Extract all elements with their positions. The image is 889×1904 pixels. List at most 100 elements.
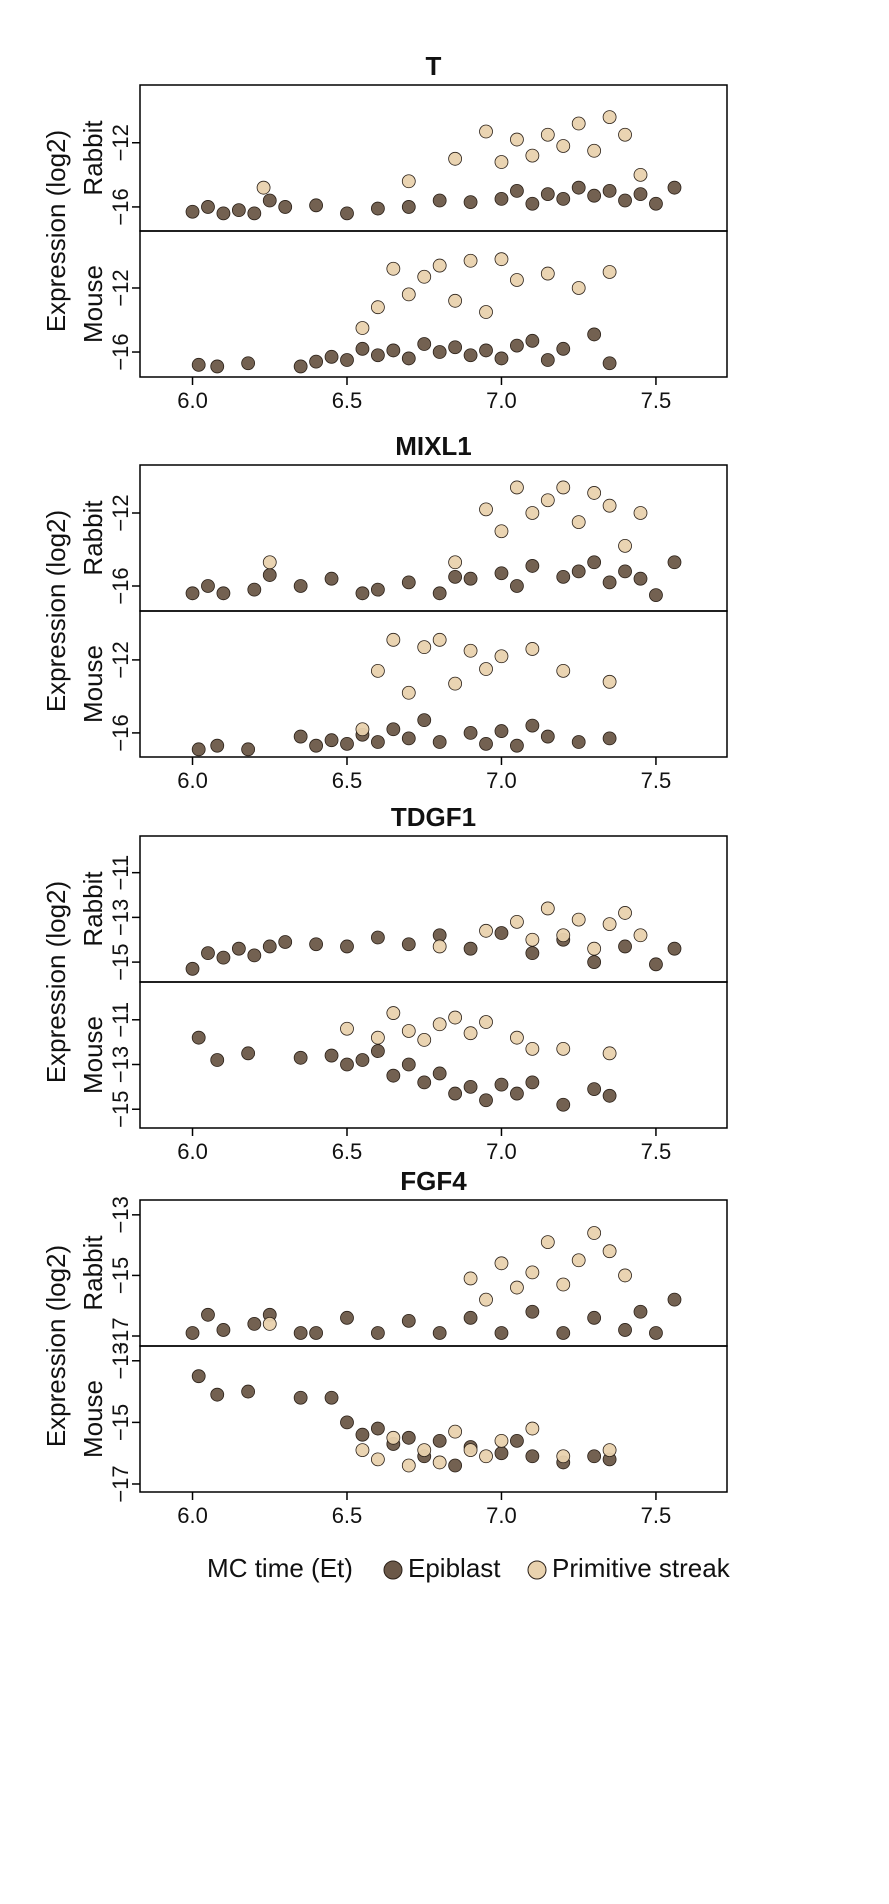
point (618, 127, 632, 142)
x-tick-label: 6.5 (332, 768, 363, 793)
point (463, 571, 478, 586)
point (494, 1077, 509, 1092)
point (401, 174, 416, 189)
point (293, 1326, 308, 1340)
point (633, 928, 648, 943)
point (293, 729, 308, 744)
point (370, 1030, 385, 1045)
point (247, 206, 262, 221)
point (510, 1030, 524, 1045)
point (667, 555, 682, 570)
y-tick-label: −13 (108, 1196, 133, 1233)
point (649, 196, 663, 211)
point (370, 735, 385, 749)
point (401, 351, 416, 366)
point (432, 586, 447, 601)
point (494, 155, 509, 169)
point (479, 1292, 493, 1307)
point (463, 195, 478, 210)
point (201, 1307, 215, 1322)
point (401, 685, 416, 700)
y-tick-label: −12 (108, 494, 133, 531)
point (479, 923, 493, 938)
point (587, 1449, 602, 1464)
point (602, 917, 617, 931)
point (556, 1097, 571, 1112)
legend-label: Epiblast (408, 1553, 501, 1583)
point (494, 351, 509, 366)
point (401, 1057, 416, 1072)
point (463, 348, 478, 363)
point (340, 736, 354, 751)
point (649, 957, 663, 972)
point (494, 1433, 509, 1448)
point (324, 1048, 339, 1063)
point (510, 338, 524, 353)
point (525, 1449, 540, 1464)
point (510, 273, 524, 287)
y-tick-label: −16 (108, 333, 133, 370)
point (587, 1310, 602, 1325)
point (602, 575, 617, 590)
point (309, 1326, 324, 1340)
point (540, 127, 555, 142)
point (262, 568, 277, 582)
point (216, 586, 231, 601)
point (587, 486, 602, 500)
point (602, 1088, 617, 1103)
point (448, 1424, 463, 1439)
point (494, 524, 509, 539)
x-tick-label: 7.0 (486, 388, 517, 413)
point (309, 738, 324, 753)
point (262, 193, 277, 208)
point (278, 200, 293, 214)
point (618, 193, 632, 208)
point (401, 1024, 416, 1038)
x-tick-label: 7.5 (641, 1139, 672, 1164)
point (525, 932, 540, 947)
point (324, 571, 339, 586)
point (571, 564, 586, 579)
point (293, 359, 308, 374)
point (185, 204, 200, 219)
point (510, 914, 524, 929)
point (210, 738, 225, 753)
panel-label: Rabbit (78, 1235, 108, 1311)
x-tick-label: 6.5 (332, 1503, 363, 1528)
x-tick-label: 7.0 (486, 1503, 517, 1528)
point (386, 261, 401, 276)
point (340, 1057, 354, 1072)
chart-title: TDGF1 (391, 802, 476, 832)
point (448, 151, 463, 166)
point (510, 1433, 524, 1448)
point (525, 1075, 540, 1090)
point (324, 1390, 339, 1405)
point (216, 206, 231, 221)
point (241, 1384, 256, 1399)
point (633, 571, 648, 586)
point (556, 1277, 571, 1292)
point (571, 735, 586, 749)
point (602, 265, 617, 279)
point (556, 663, 571, 678)
point (510, 1086, 524, 1101)
point (293, 1390, 308, 1405)
y-tick-label: −12 (108, 269, 133, 306)
point (649, 588, 663, 603)
point (525, 1421, 540, 1436)
point (370, 348, 385, 363)
point (432, 193, 447, 208)
point (432, 1455, 447, 1470)
point (602, 110, 617, 124)
panel-label: Mouse (78, 1380, 108, 1458)
point (256, 180, 271, 195)
point (525, 506, 540, 520)
point (556, 192, 571, 206)
point (556, 139, 571, 153)
point (201, 579, 215, 593)
point (448, 293, 463, 308)
point (185, 961, 200, 976)
point (540, 1235, 555, 1250)
point (587, 955, 602, 970)
